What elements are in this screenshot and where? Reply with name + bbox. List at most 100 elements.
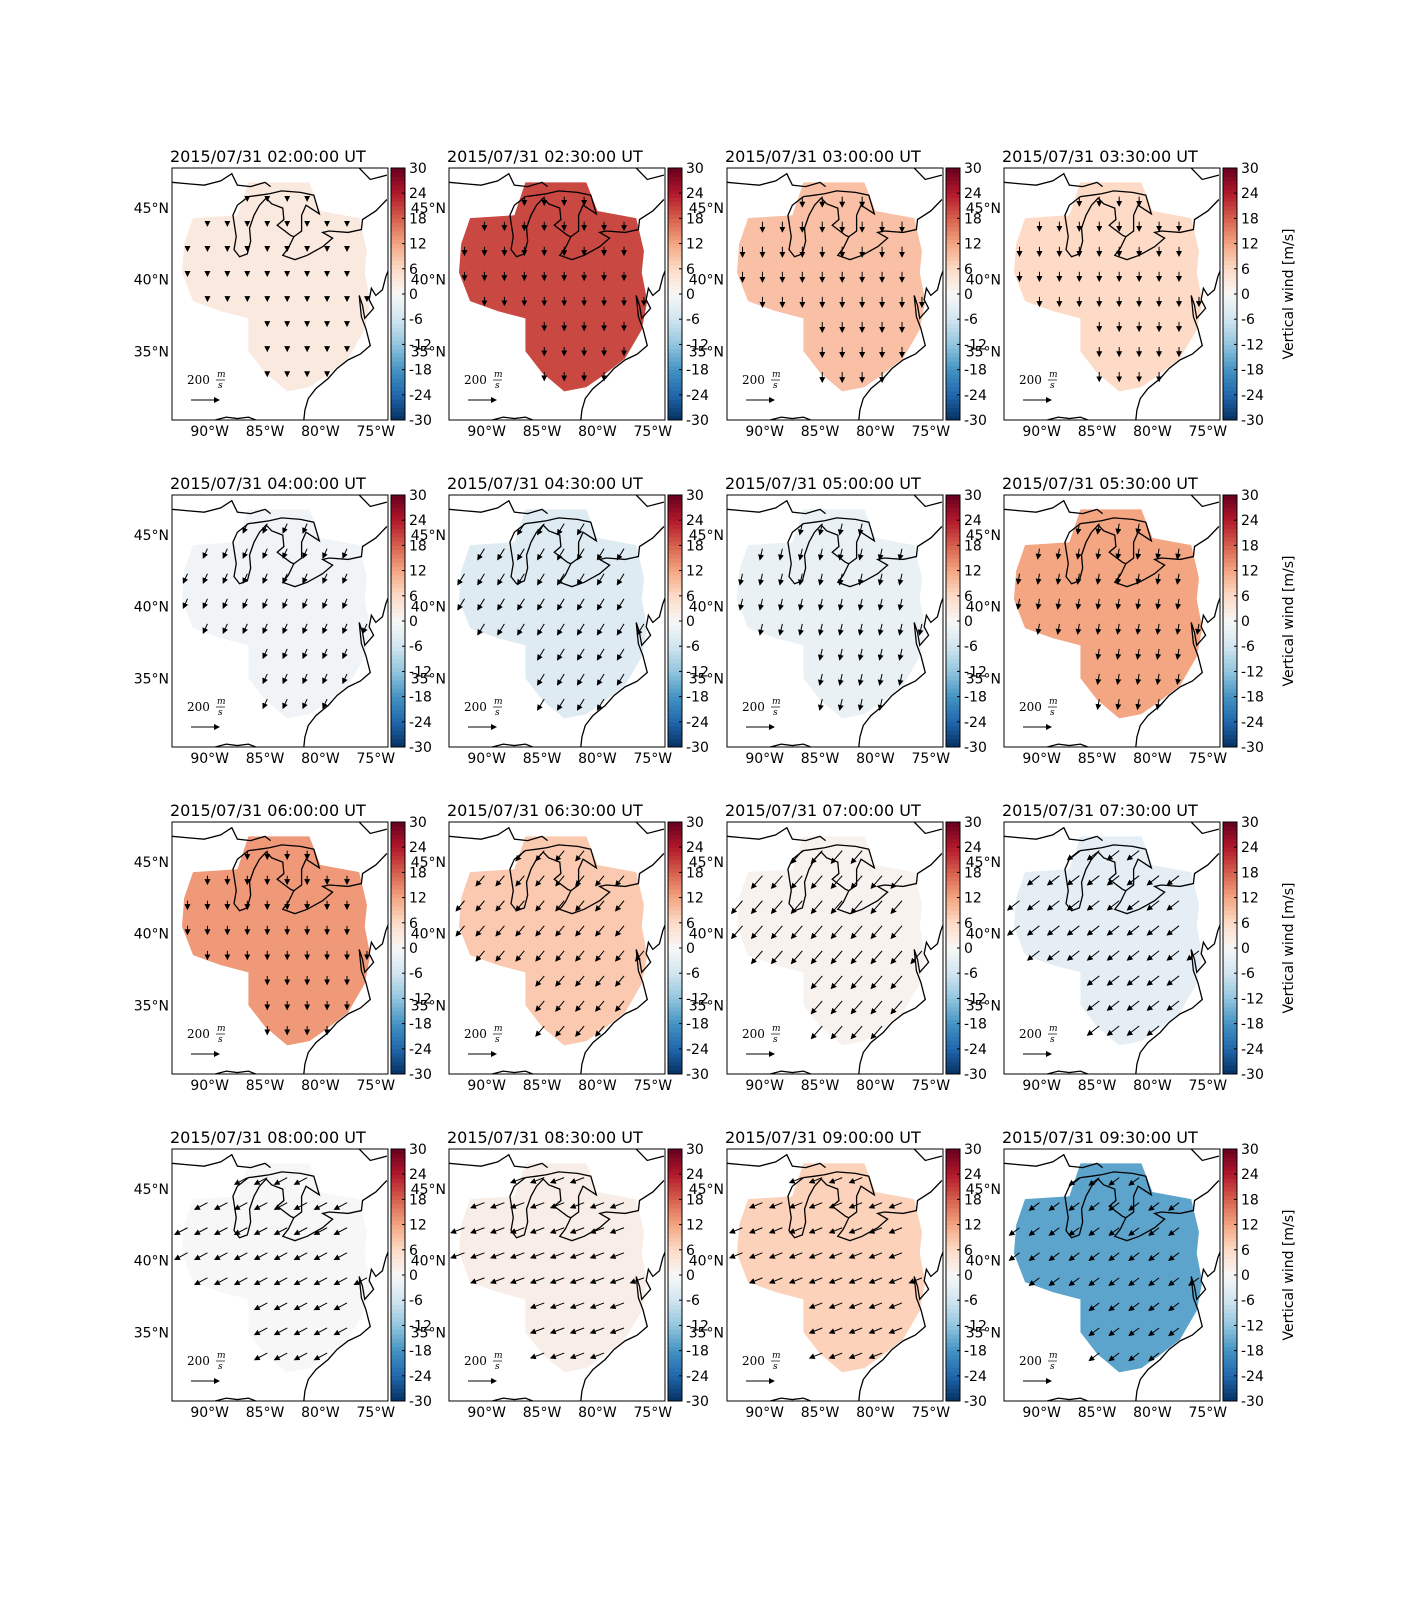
- colorbar-tick-label: -18: [409, 1017, 432, 1033]
- colorbar-step: [946, 1057, 960, 1062]
- wind-region: [181, 836, 371, 1046]
- colorbar-step: [1223, 667, 1237, 672]
- colorbar-step: [946, 545, 960, 551]
- wind-arrow: [576, 548, 585, 561]
- colorbar-tick-label: 24: [409, 513, 427, 529]
- wind-arrow: [222, 548, 228, 559]
- colorbar-step: [946, 1354, 960, 1360]
- colorbar-step: [946, 239, 960, 245]
- colorbar-step: [391, 1262, 405, 1268]
- scale-unit-den: s: [773, 1362, 778, 1372]
- colorbar-step: [1223, 646, 1237, 651]
- colorbar-tick-label: 6: [964, 1243, 973, 1259]
- colorbar-tick-label: 0: [964, 614, 973, 630]
- colorbar-step: [668, 692, 682, 698]
- colorbar-step: [1223, 1287, 1237, 1293]
- wind-arrow: [477, 623, 485, 636]
- colorbar-step: [1223, 1006, 1237, 1012]
- colorbar-step: [668, 688, 682, 693]
- colorbar-tick-label: 12: [409, 1218, 427, 1234]
- colorbar-step: [1223, 1396, 1237, 1402]
- colorbar-step: [668, 172, 682, 177]
- wind-arrow: [1088, 1302, 1100, 1312]
- colorbar-step: [391, 612, 405, 618]
- colorbar-step: [391, 399, 405, 404]
- wind-arrow: [282, 573, 288, 584]
- wind-arrow: [1008, 1227, 1020, 1236]
- panel-title: 2015/07/31 03:00:00 UT: [725, 147, 921, 166]
- wind-arrow: [837, 673, 844, 686]
- colorbar-step: [668, 742, 682, 748]
- wind-arrow: [837, 648, 844, 661]
- colorbar-step: [391, 524, 405, 530]
- colorbar-step: [1223, 1149, 1237, 1154]
- y-tick-label: 45°N: [966, 1182, 1001, 1198]
- colorbar-step: [946, 378, 960, 383]
- wind-arrow: [569, 1177, 585, 1184]
- coastline: [509, 520, 665, 588]
- colorbar-step: [946, 197, 960, 203]
- colorbar-step: [1223, 1065, 1237, 1071]
- colorbar-tick-label: 18: [1241, 1192, 1259, 1208]
- colorbar-step: [1223, 1170, 1237, 1175]
- colorbar-step: [391, 1233, 405, 1238]
- wind-region: [1013, 1163, 1203, 1373]
- colorbar-step: [946, 407, 960, 413]
- map-area: [172, 495, 388, 747]
- wind-arrow: [870, 1000, 883, 1015]
- colorbar-step: [391, 1287, 405, 1293]
- colorbar-step: [391, 256, 405, 261]
- colorbar-step: [668, 994, 682, 999]
- coastline: [1135, 1251, 1220, 1401]
- panel-title: 2015/07/31 07:30:00 UT: [1002, 801, 1198, 820]
- colorbar-step: [391, 1006, 405, 1012]
- colorbar-step: [1223, 1220, 1237, 1226]
- wind-arrow: [609, 1302, 625, 1310]
- panel-title: 2015/07/31 09:00:00 UT: [725, 1128, 921, 1147]
- colorbar-step: [391, 1002, 405, 1008]
- colorbar-step: [1223, 231, 1237, 236]
- y-tick-label: 35°N: [134, 671, 169, 687]
- wind-arrow: [1066, 950, 1080, 961]
- colorbar-step: [668, 616, 682, 622]
- colorbar-step: [391, 294, 405, 299]
- colorbar-step: [1223, 838, 1237, 844]
- colorbar-step: [391, 365, 405, 371]
- colorbar-step: [946, 872, 960, 878]
- colorbar-step: [946, 981, 960, 987]
- colorbar-step: [946, 851, 960, 857]
- colorbar-tick-label: -24: [409, 1042, 432, 1058]
- wind-arrow: [616, 673, 625, 686]
- colorbar-step: [1223, 822, 1237, 827]
- wind-arrow: [1055, 623, 1062, 635]
- x-tick-label: 90°W: [190, 1078, 229, 1094]
- colorbar-tick-label: 12: [409, 891, 427, 907]
- colorbar-step: [668, 646, 682, 651]
- wind-arrow: [273, 1327, 288, 1336]
- wind-arrow: [293, 1277, 308, 1286]
- colorbar-tick-label: 0: [1241, 287, 1250, 303]
- colorbar-step: [946, 931, 960, 936]
- wind-arrow: [1055, 573, 1062, 585]
- colorbar-step: [946, 168, 960, 173]
- colorbar-tick-label: 18: [1241, 538, 1259, 554]
- wind-arrow: [242, 523, 248, 534]
- colorbar-step: [391, 859, 405, 865]
- colorbar-step: [946, 612, 960, 618]
- colorbar-tick-label: 0: [409, 941, 418, 957]
- colorbar-step: [391, 646, 405, 651]
- colorbar-step: [391, 935, 405, 941]
- wind-arrow: [509, 1227, 525, 1234]
- wind-arrow: [790, 950, 803, 965]
- wind-arrow: [475, 875, 485, 887]
- colorbar-step: [946, 637, 960, 643]
- wind-arrow: [1135, 548, 1142, 560]
- colorbar-step: [668, 310, 682, 316]
- colorbar-step: [668, 1392, 682, 1398]
- colorbar-step: [946, 713, 960, 719]
- wind-arrow: [868, 1302, 883, 1309]
- colorbar-tick-label: 24: [409, 186, 427, 202]
- colorbar-label: Vertical wind [m/s]: [1281, 229, 1297, 360]
- coastline: [492, 1070, 535, 1074]
